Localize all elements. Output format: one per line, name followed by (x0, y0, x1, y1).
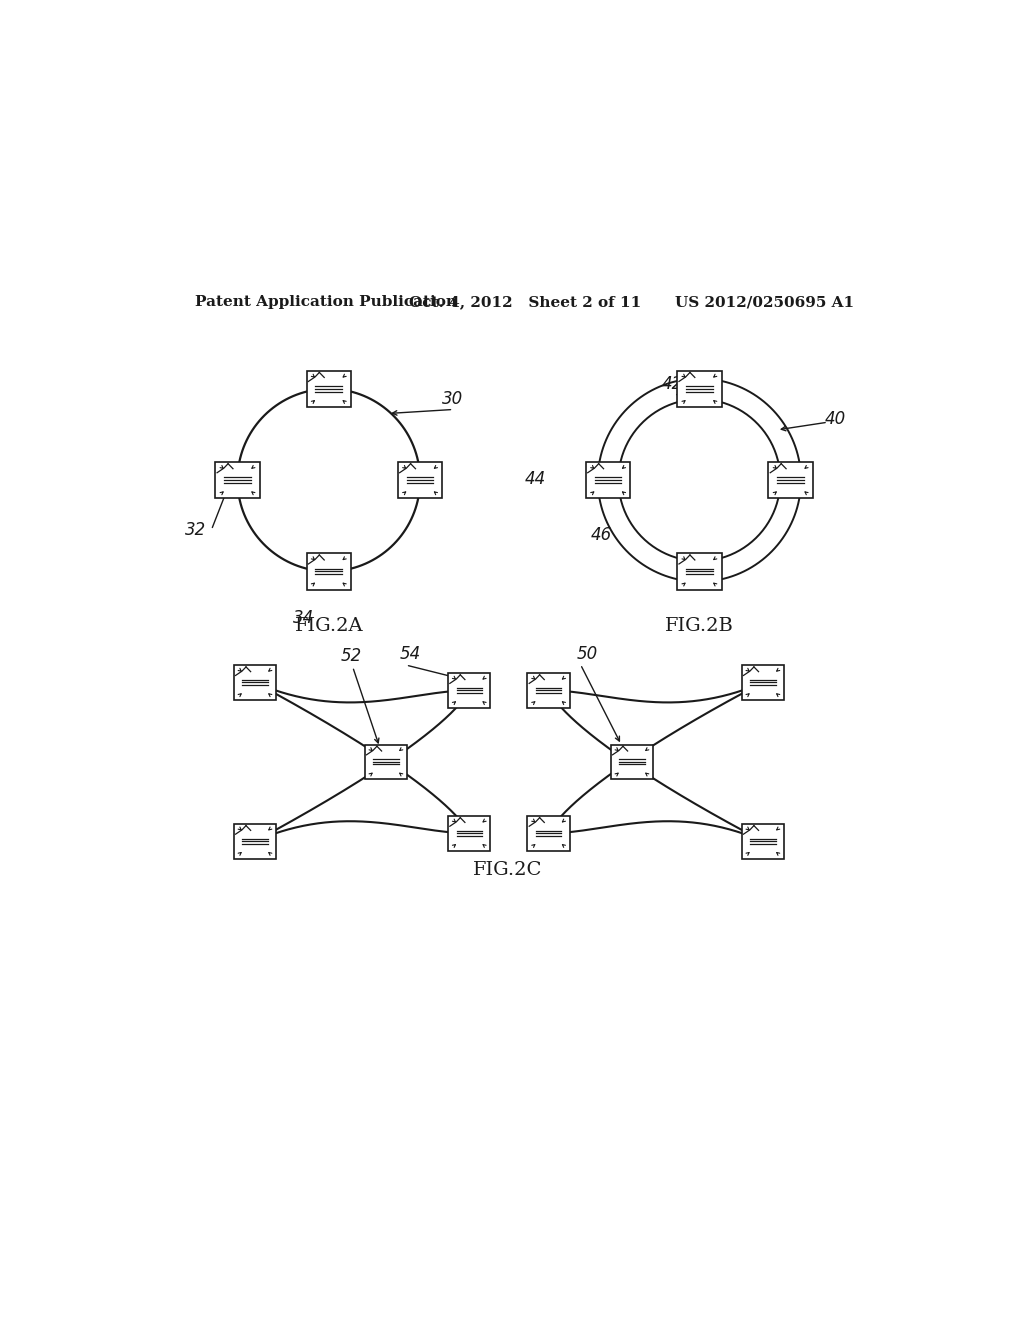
FancyBboxPatch shape (527, 816, 569, 850)
FancyBboxPatch shape (365, 744, 407, 779)
FancyBboxPatch shape (449, 673, 490, 708)
FancyBboxPatch shape (741, 824, 784, 858)
FancyBboxPatch shape (741, 665, 784, 700)
FancyBboxPatch shape (611, 744, 653, 779)
FancyBboxPatch shape (233, 824, 276, 858)
Text: Oct. 4, 2012   Sheet 2 of 11: Oct. 4, 2012 Sheet 2 of 11 (409, 296, 641, 309)
Text: 42: 42 (662, 375, 683, 393)
Text: 44: 44 (525, 470, 546, 488)
FancyBboxPatch shape (527, 673, 569, 708)
Text: US 2012/0250695 A1: US 2012/0250695 A1 (675, 296, 854, 309)
Text: 46: 46 (591, 527, 612, 544)
FancyBboxPatch shape (397, 462, 442, 499)
Text: 40: 40 (824, 411, 846, 428)
Text: 32: 32 (185, 521, 207, 539)
Text: 50: 50 (577, 644, 598, 663)
Text: Patent Application Publication: Patent Application Publication (196, 296, 458, 309)
Text: FIG.2A: FIG.2A (295, 616, 364, 635)
FancyBboxPatch shape (306, 553, 351, 590)
FancyBboxPatch shape (449, 816, 490, 850)
FancyBboxPatch shape (306, 371, 351, 407)
FancyBboxPatch shape (586, 462, 631, 499)
Text: 52: 52 (341, 647, 361, 665)
FancyBboxPatch shape (768, 462, 813, 499)
Text: 34: 34 (293, 609, 314, 627)
FancyBboxPatch shape (215, 462, 260, 499)
FancyBboxPatch shape (233, 665, 276, 700)
Text: FIG.2B: FIG.2B (665, 616, 734, 635)
Text: FIG.2C: FIG.2C (473, 861, 542, 879)
Text: 30: 30 (441, 389, 463, 408)
Text: 54: 54 (399, 645, 421, 664)
FancyBboxPatch shape (677, 371, 722, 407)
FancyBboxPatch shape (677, 553, 722, 590)
